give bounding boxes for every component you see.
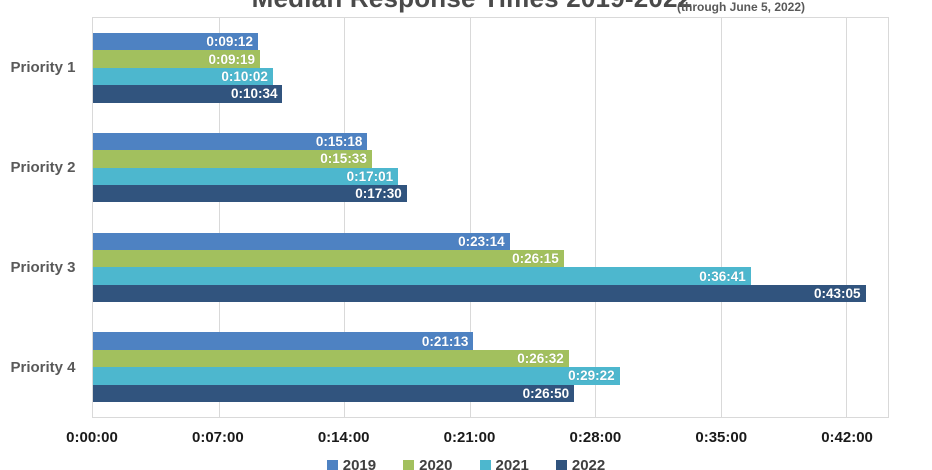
category-label-priority-3: Priority 3 xyxy=(10,259,76,277)
bar-value-label: 0:15:18 xyxy=(315,134,363,150)
legend-label: 2021 xyxy=(495,457,529,470)
bar-value-label: 0:17:01 xyxy=(346,168,394,184)
bar-value-label: 0:23:14 xyxy=(458,233,505,249)
bar-priority-3-2022: 0:43:05 xyxy=(93,284,866,303)
gridline xyxy=(344,18,346,417)
bar-priority-2-2021: 0:17:01 xyxy=(93,167,399,186)
bar-value-label: 0:29:22 xyxy=(568,368,615,384)
x-axis-tick-label: 0:21:00 xyxy=(443,429,496,446)
legend: 2019 2020 2021 2022 xyxy=(0,457,932,470)
bar-priority-1-2022: 0:10:34 xyxy=(93,85,283,103)
x-axis-tick-label: 0:28:00 xyxy=(569,429,622,446)
legend-item-2022: 2022 xyxy=(555,457,606,470)
bar-value-label: 0:36:41 xyxy=(699,268,746,284)
bar-value-label: 0:10:02 xyxy=(221,69,268,85)
gridline xyxy=(218,18,220,417)
bar-group-priority-2: 0:15:18 0:15:33 0:17:01 0:17:30 xyxy=(93,118,888,218)
bar-priority-2-2020: 0:15:33 xyxy=(93,150,372,168)
legend-swatch-2019 xyxy=(326,460,338,470)
bar-priority-2-2019: 0:15:18 xyxy=(93,132,368,151)
legend-label: 2020 xyxy=(419,457,453,470)
bar-priority-1-2021: 0:10:02 xyxy=(93,67,273,86)
chart-title: Median Response Times 2019-2022 xyxy=(92,0,852,14)
gridline xyxy=(469,18,471,417)
bar-value-label: 0:26:32 xyxy=(517,350,564,366)
category-label-priority-2: Priority 2 xyxy=(10,158,76,176)
x-axis-tick-label: 0:07:00 xyxy=(191,429,244,446)
bar-priority-2-2022: 0:17:30 xyxy=(93,185,407,203)
x-axis-tick-label: 0:00:00 xyxy=(66,429,118,446)
legend-item-2020: 2020 xyxy=(403,457,453,470)
bar-value-label: 0:10:34 xyxy=(230,86,278,102)
legend-item-2019: 2019 xyxy=(326,457,377,470)
bar-priority-4-2019: 0:21:13 xyxy=(93,332,474,350)
chart-subtitle: (through June 5, 2022) xyxy=(677,0,806,14)
x-axis-tick-label: 0:42:00 xyxy=(821,429,873,446)
legend-swatch-2020 xyxy=(403,460,415,470)
legend-item-2021: 2021 xyxy=(479,457,529,470)
bar-value-label: 0:09:12 xyxy=(206,34,253,50)
bar-priority-3-2021: 0:36:41 xyxy=(93,267,751,285)
bar-priority-3-2019: 0:23:14 xyxy=(93,232,510,250)
bar-priority-4-2022: 0:26:50 xyxy=(93,384,575,402)
gridline xyxy=(846,18,848,417)
bar-value-label: 0:21:13 xyxy=(421,333,469,349)
bar-priority-3-2020: 0:26:15 xyxy=(93,249,564,268)
gridline xyxy=(595,18,597,417)
bar-value-label: 0:15:33 xyxy=(320,151,367,167)
bar-value-label: 0:26:50 xyxy=(522,385,570,401)
bar-priority-1-2020: 0:09:19 xyxy=(93,50,261,68)
bar-value-label: 0:17:30 xyxy=(355,186,402,202)
x-axis-tick-label: 0:35:00 xyxy=(695,429,748,446)
legend-label: 2019 xyxy=(342,457,377,470)
bar-group-priority-1: 0:09:12 0:09:19 0:10:02 0:10:34 xyxy=(93,18,888,118)
bar-value-label: 0:43:05 xyxy=(814,285,861,301)
gridline xyxy=(720,18,722,417)
bar-priority-4-2021: 0:29:22 xyxy=(93,367,620,385)
legend-label: 2022 xyxy=(571,457,606,470)
bar-group-priority-4: 0:21:13 0:26:32 0:29:22 0:26:50 xyxy=(93,317,888,417)
bar-priority-4-2020: 0:26:32 xyxy=(93,349,569,368)
plot-area: 0:09:12 0:09:19 0:10:02 0:10:34 0:15:18 0:15:… xyxy=(92,17,889,418)
bar-value-label: 0:26:15 xyxy=(512,251,559,267)
legend-swatch-2021 xyxy=(479,460,491,470)
category-label-priority-4: Priority 4 xyxy=(10,359,76,377)
bar-priority-1-2019: 0:09:12 xyxy=(93,33,258,51)
bar-value-label: 0:09:19 xyxy=(208,51,256,67)
bar-group-priority-3: 0:23:14 0:26:15 0:36:41 0:43:05 xyxy=(93,218,888,318)
category-label-priority-1: Priority 1 xyxy=(10,58,76,76)
x-axis-tick-label: 0:14:00 xyxy=(317,429,370,446)
legend-swatch-2022 xyxy=(555,460,567,470)
